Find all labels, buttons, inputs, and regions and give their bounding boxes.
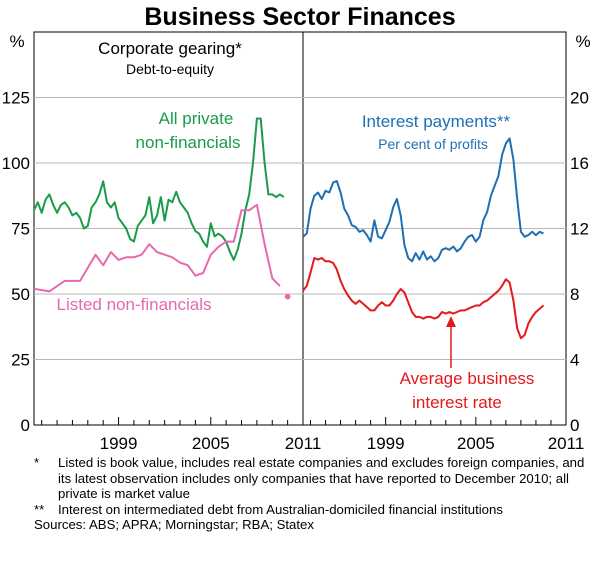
interest-payments-sublabel: Per cent of profits [378,136,488,152]
listed-series-line [33,203,281,293]
interest-rate-label-line-2: interest rate [412,393,502,412]
y-tick-label: 50 [11,285,30,304]
y-tick-label: 125 [2,89,30,108]
footnotes: * Listed is book value, includes real es… [34,455,594,533]
left-panel-title: Corporate gearing* [98,39,242,58]
footnote-1: * Listed is book value, includes real es… [34,455,594,502]
y-tick-label: 0 [21,416,30,435]
axis-ticks [41,417,567,425]
all-private-label-line-2: non-financials [136,133,241,152]
x-tick-label: 2005 [457,434,495,453]
x-tick-label: 1999 [367,434,405,453]
chart-title: Business Sector Finances [144,3,455,31]
x-tick-labels: 1999 2005 2011 1999 2005 2011 [100,434,585,453]
y-tick-label: 20 [570,89,589,108]
listed-label: Listed non-financials [57,295,212,314]
y-tick-label: 100 [2,154,30,173]
x-tick-label: 2011 [548,434,585,453]
interest-payments-series-line [302,137,544,263]
interest-rate-series-line [302,257,545,340]
y-tick-label: 16 [570,154,589,173]
all-private-series-line [33,117,285,261]
y-tick-label: 75 [11,220,30,239]
chart-figure: Business Sector Finances % % 0 25 50 75 100 1… [2,3,591,453]
footnote-2-text: Interest on intermediated debt from Aust… [58,501,503,517]
right-unit-label: % [575,32,590,51]
all-private-label-line-1: All private [159,109,234,128]
y-tick-label: 12 [570,220,589,239]
y-tick-label: 4 [570,351,579,370]
left-unit-label: % [9,32,24,51]
y-tick-label: 25 [11,351,30,370]
left-gridlines [34,97,303,360]
left-panel-subtitle: Debt-to-equity [126,61,214,77]
footnote-2-mark: ** [34,501,45,517]
footnote-1-mark: * [34,455,40,470]
interest-rate-arrow-head [446,316,456,327]
interest-payments-label: Interest payments** [362,112,511,131]
x-tick-label: 2005 [192,434,230,453]
y-tick-label: 0 [570,416,579,435]
interest-rate-label-line-1: Average business [400,369,535,388]
right-y-tick-labels: 0 4 8 12 16 20 [570,89,589,436]
footnote-2: ** Interest on intermediated debt from A… [34,502,594,518]
listed-latest-marker [284,293,291,300]
x-tick-label: 1999 [100,434,138,453]
footnote-1-text: Listed is book value, includes real esta… [58,455,585,501]
x-tick-label: 2011 [285,434,322,453]
y-tick-label: 8 [570,285,579,304]
sources: Sources: ABS; APRA; Morningstar; RBA; St… [34,517,314,532]
left-y-tick-labels: 0 25 50 75 100 125 [2,89,30,436]
